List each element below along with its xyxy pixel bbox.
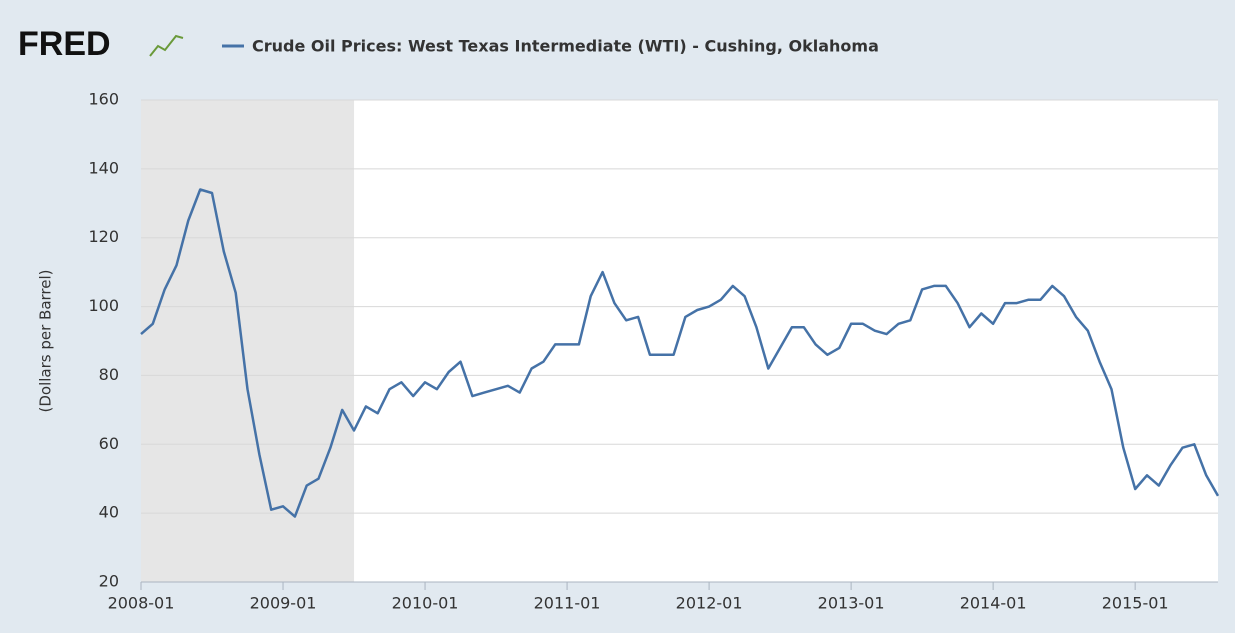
- y-axis-label: (Dollars per Barrel): [37, 269, 55, 412]
- x-tick-label: 2013-01: [818, 594, 885, 613]
- y-tick-label: 120: [88, 227, 119, 246]
- x-tick-label: 2008-01: [108, 594, 175, 613]
- x-tick-label: 2015-01: [1102, 594, 1169, 613]
- logo-icon: [149, 34, 184, 57]
- y-tick-label: 20: [99, 572, 119, 591]
- data-line: [140, 188, 1220, 518]
- x-tick-label: 2009-01: [250, 594, 317, 613]
- x-tick-label: 2011-01: [534, 594, 601, 613]
- x-tick-label: 2014-01: [960, 594, 1027, 613]
- y-tick-label: 80: [99, 365, 119, 384]
- y-tick-label: 40: [99, 503, 119, 522]
- x-tick-label: 2012-01: [676, 594, 743, 613]
- y-tick-label: 100: [88, 296, 119, 315]
- y-tick-label: 140: [88, 158, 119, 177]
- x-tick-label: 2010-01: [392, 594, 459, 613]
- y-tick-label: 60: [99, 434, 119, 453]
- legend-title: Crude Oil Prices: West Texas Intermediat…: [252, 37, 879, 56]
- recession-shade: [141, 100, 355, 582]
- brand-logo: FRED: [18, 25, 111, 63]
- y-tick-label: 160: [88, 90, 119, 109]
